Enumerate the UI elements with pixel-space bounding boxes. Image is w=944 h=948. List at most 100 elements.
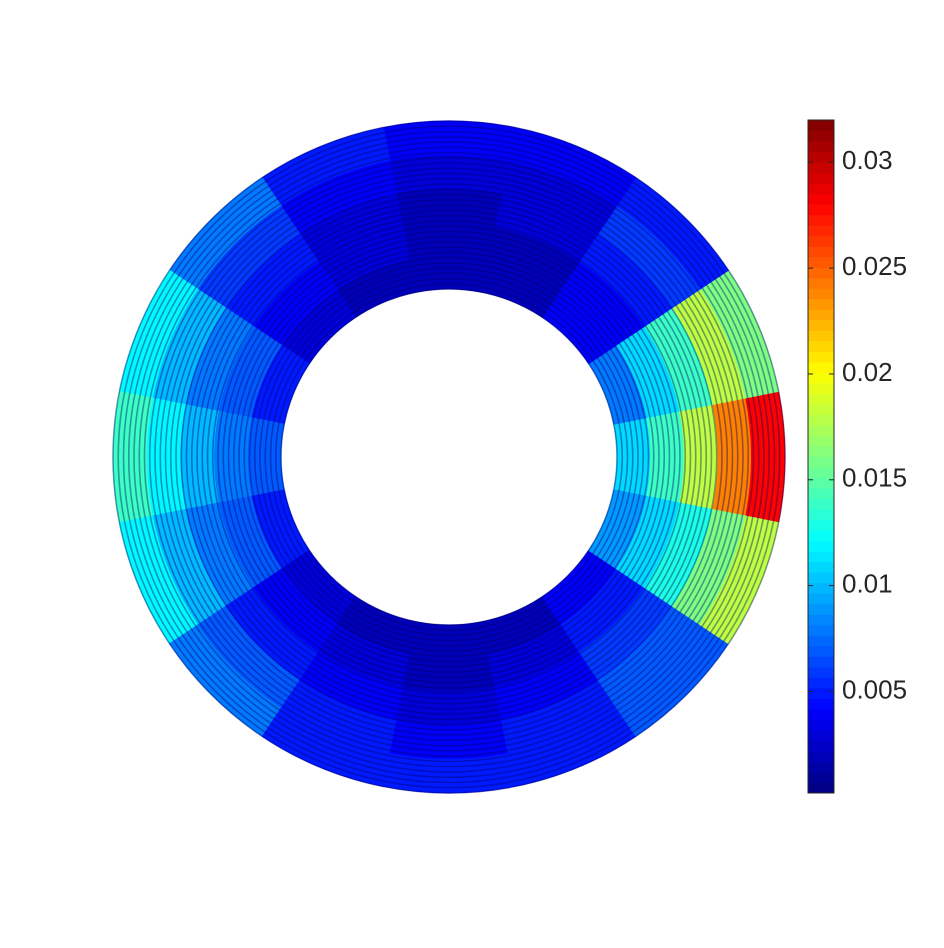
colorbar-swatch — [808, 624, 834, 636]
colorbar-swatch — [808, 729, 834, 741]
colorbar-swatch — [808, 298, 834, 310]
colorbar-swatch — [808, 309, 834, 321]
colorbar-frame — [807, 119, 835, 794]
ring-line — [201, 209, 697, 705]
ring-line — [175, 183, 723, 731]
colorbar-swatch — [808, 151, 834, 163]
colorbar-swatch — [808, 656, 834, 668]
colorbar-swatch — [808, 782, 834, 794]
colorbar-swatch — [808, 645, 834, 657]
colorbar-tick-label: 0.015 — [842, 463, 907, 493]
colorbar-swatch — [808, 351, 834, 363]
ring-line — [112, 120, 786, 794]
colorbar-swatch — [808, 740, 834, 752]
ring-line — [269, 277, 629, 637]
ring-line — [227, 235, 671, 679]
colorbar-swatch — [808, 235, 834, 247]
colorbar-swatch — [808, 246, 834, 258]
cell — [699, 515, 780, 645]
colorbar-swatch — [808, 120, 834, 132]
colorbar-swatch — [808, 393, 834, 405]
colorbar-swatch — [808, 361, 834, 373]
colorbar-swatch — [808, 488, 834, 500]
colorbar-swatch — [808, 277, 834, 289]
colorbar-swatch — [808, 467, 834, 479]
ring-line — [232, 240, 666, 674]
colorbar-swatch — [808, 424, 834, 436]
ring-line — [180, 188, 718, 726]
colorbar-swatch — [808, 614, 834, 626]
cell — [402, 221, 496, 260]
colorbar-swatch — [808, 403, 834, 415]
ring-line — [133, 141, 765, 773]
colorbar-swatch — [808, 172, 834, 184]
colorbar-swatch — [808, 530, 834, 542]
colorbar-swatch — [808, 267, 834, 279]
colorbar-swatch — [808, 193, 834, 205]
colorbar-swatch — [808, 372, 834, 384]
ring-line — [127, 135, 771, 779]
colorbar-swatch — [808, 540, 834, 552]
ring-line — [206, 214, 692, 700]
ring-line — [138, 146, 760, 768]
colorbar-swatch — [808, 435, 834, 447]
ring-line — [148, 156, 750, 758]
colorbar-swatch — [808, 635, 834, 647]
cell — [646, 410, 685, 504]
colorbar-tick-label: 0.005 — [842, 674, 907, 704]
ring-line — [190, 198, 708, 716]
colorbar-swatch — [808, 582, 834, 594]
colorbar-swatch — [808, 572, 834, 584]
colorbar: 0.005 0.01 0.015 0.02 0.025 0.03 — [807, 119, 907, 794]
colorbar-swatch — [808, 719, 834, 731]
ring-line — [164, 172, 734, 742]
colorbar-swatch — [808, 414, 834, 426]
colorbar-tick-label: 0.01 — [842, 568, 893, 598]
colorbar-swatch — [808, 319, 834, 331]
ring-line — [280, 288, 618, 626]
ring-line — [196, 204, 702, 710]
ring-line — [122, 130, 776, 784]
colorbar-swatch — [808, 761, 834, 773]
ring-line — [185, 193, 713, 721]
colorbar-tick-label: 0.03 — [842, 145, 893, 175]
ring-line — [259, 267, 639, 647]
colorbar-swatch — [808, 551, 834, 563]
colorbar-swatch — [808, 330, 834, 342]
colorbar-swatch — [808, 204, 834, 216]
colorbar-swatch — [808, 445, 834, 457]
colorbar-swatch — [808, 771, 834, 783]
colorbar-swatch — [808, 141, 834, 153]
ring-line — [248, 256, 650, 658]
colorbar-swatch — [808, 593, 834, 605]
ring-line — [253, 261, 645, 653]
ring-line — [211, 219, 687, 695]
cell — [402, 654, 496, 693]
ring-lines — [112, 120, 786, 794]
ring-line — [154, 162, 744, 752]
colorbar-swatch — [808, 382, 834, 394]
ring-line — [159, 167, 739, 747]
colorbar-tick-label: 0.025 — [842, 251, 907, 281]
colorbar-swatch — [808, 183, 834, 195]
ring-line — [238, 246, 660, 668]
colorbar-swatch — [808, 687, 834, 699]
colorbar-swatch — [808, 214, 834, 226]
annulus-field — [112, 120, 786, 794]
colorbar-swatch — [808, 340, 834, 352]
ring-line — [217, 225, 681, 689]
ring-line — [169, 177, 729, 737]
ring-line — [222, 230, 676, 684]
colorbar-swatch — [808, 456, 834, 468]
colorbar-swatch — [808, 256, 834, 268]
ring-line — [243, 251, 655, 663]
colorbar-swatch — [808, 225, 834, 237]
colorbar-swatch — [808, 603, 834, 615]
colorbar-swatch — [808, 288, 834, 300]
cell — [213, 410, 252, 504]
colorbar-swatch — [808, 498, 834, 510]
colorbar-swatch — [808, 666, 834, 678]
colorbar-swatch — [808, 519, 834, 531]
colorbar-tick-label: 0.02 — [842, 357, 893, 387]
